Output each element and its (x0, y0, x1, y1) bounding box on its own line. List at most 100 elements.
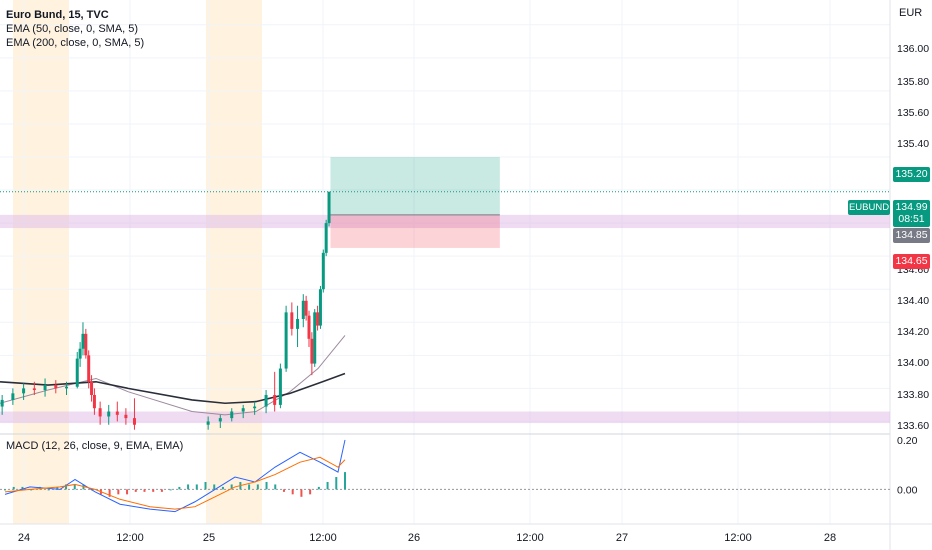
candle-body (22, 388, 26, 394)
price-tick-label: 134.20 (897, 326, 929, 338)
horizontal-zone (0, 411, 890, 424)
macd-histogram-bar (335, 477, 338, 490)
macd-histogram-bar (204, 481, 207, 490)
price-tick-label: 134.40 (897, 295, 929, 307)
macd-histogram-bar (187, 484, 190, 490)
candle-body (54, 385, 58, 389)
candle-body (218, 418, 222, 422)
price-tick-label: 135.80 (897, 76, 929, 88)
macd-signal-line (4, 456, 346, 510)
macd-histogram-bar (248, 484, 251, 490)
macd-histogram-bar (73, 484, 76, 490)
macd-histogram-bar (230, 484, 233, 490)
macd-histogram-bar (344, 472, 346, 490)
candle-body (307, 315, 311, 339)
macd-histogram-bar (274, 484, 277, 490)
macd-histogram-bar (317, 486, 320, 490)
macd-histogram-bar (282, 489, 285, 492)
candle-body (253, 406, 257, 409)
position-loss-zone (330, 214, 500, 248)
horizontal-zone (0, 214, 890, 229)
macd-histogram-bar (178, 486, 181, 490)
price-tick-label: 136.00 (897, 43, 929, 55)
macd-histogram-bar (21, 486, 24, 490)
candle-body (324, 223, 328, 253)
macd-histogram-bar (117, 489, 120, 495)
ema200-line (0, 372, 346, 405)
macd-histogram-bar (56, 486, 59, 490)
candle-body (0, 399, 4, 407)
candle-body (316, 312, 320, 326)
target-price-tag: 135.20 (893, 167, 930, 182)
candle-body (273, 394, 277, 405)
macd-histogram-bar (309, 489, 312, 495)
macd-histogram-bar (47, 489, 50, 491)
macd-histogram-bar (300, 489, 303, 497)
last-price-value: 134.99 (895, 201, 928, 213)
macd-histogram-bar (108, 489, 111, 497)
candle-body (310, 338, 314, 364)
macd-histogram-bar (12, 486, 15, 490)
macd-histogram-bar (256, 484, 259, 490)
macd-histogram-bar (213, 484, 216, 490)
candle-body (301, 300, 305, 319)
macd-histogram-bar (65, 484, 68, 490)
position-profit-zone (330, 157, 500, 215)
chart-legend: Euro Bund, 15, TVC EMA (50, close, 0, SM… (6, 8, 144, 50)
macd-histogram-bar (221, 486, 224, 490)
macd-histogram-bar (291, 489, 294, 495)
candle-body (78, 348, 82, 359)
candle-body (313, 312, 317, 364)
price-tick-label: 133.60 (897, 420, 929, 432)
price-tick-label: 134.00 (897, 357, 929, 369)
candle-body (90, 381, 94, 395)
macd-histogram-bar (30, 489, 33, 491)
candle-body (107, 411, 111, 417)
macd-histogram-bar (143, 489, 146, 492)
macd-histogram-bar (326, 481, 329, 490)
candle-body (92, 394, 96, 409)
currency-label: EUR (899, 7, 923, 19)
candle-body (241, 408, 245, 412)
price-tick-label: 133.80 (897, 389, 929, 401)
ema50-line (0, 335, 346, 416)
macd-histogram-bar (160, 489, 163, 492)
candle-body (87, 355, 91, 382)
candle-body (284, 312, 288, 369)
price-tick-label: 135.60 (897, 107, 929, 119)
price-tick-label: 135.40 (897, 138, 929, 150)
candle-body (318, 289, 322, 326)
candle-body (84, 333, 88, 356)
ema200-legend: EMA (200, close, 0, SMA, 5) (6, 37, 145, 49)
macd-histogram-bar (169, 489, 172, 491)
macd-line (4, 439, 346, 513)
time-tick-label: 12:00 (724, 532, 752, 544)
candle-body (11, 393, 15, 400)
macd-histogram-bar (4, 489, 6, 491)
candle-body (321, 252, 325, 290)
candle-body (132, 418, 136, 425)
entry-price-tag: 134.85 (893, 228, 930, 243)
candle-body (304, 300, 308, 316)
last-price-tag: 134.99 08:51 (893, 200, 930, 227)
time-tick-label: 12:00 (116, 532, 144, 544)
time-tick-label: 12:00 (516, 532, 544, 544)
macd-histogram-bar (265, 481, 268, 490)
time-tick-label: 26 (408, 532, 420, 544)
time-tick-label: 25 (203, 532, 215, 544)
macd-histogram-bar (152, 489, 155, 492)
candle-body (290, 312, 294, 329)
macd-histogram-bar (134, 489, 137, 492)
macd-histogram-bar (195, 484, 198, 490)
stop-price-tag: 134.65 (893, 254, 930, 269)
session-shade (206, 0, 262, 524)
candle-body (98, 408, 102, 417)
candle-body (230, 411, 234, 419)
macd-tick-label: 0.00 (897, 484, 918, 496)
candle-body (81, 333, 85, 349)
time-tick-label: 24 (18, 532, 30, 544)
bar-countdown: 08:51 (898, 213, 925, 225)
candle-body (32, 388, 36, 391)
symbol-tag: EUBUND (848, 200, 890, 215)
